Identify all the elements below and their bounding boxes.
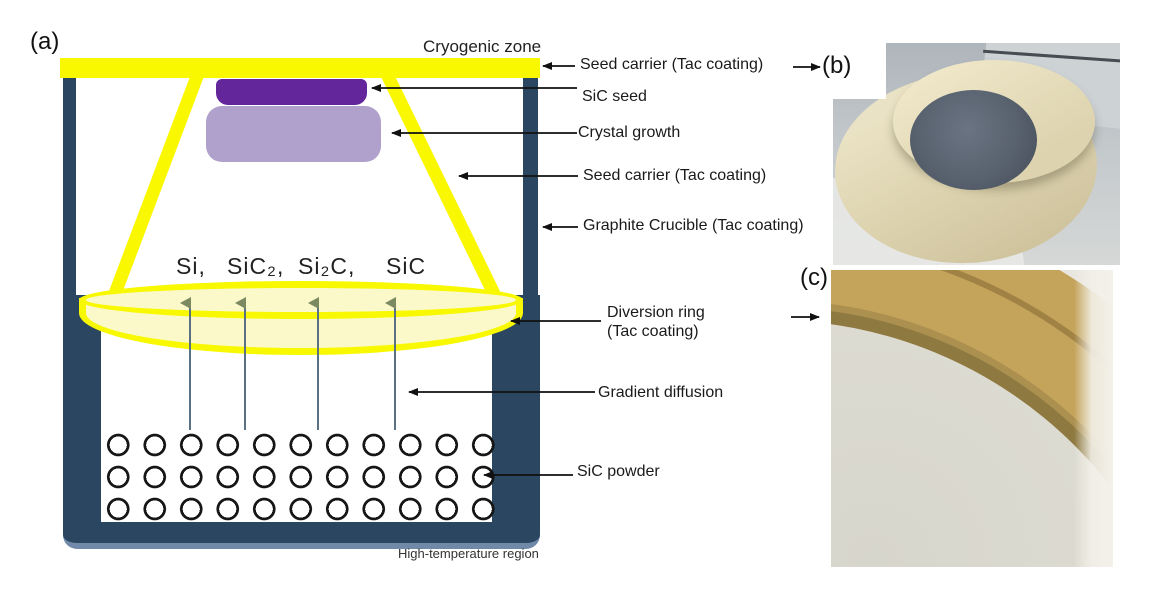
gas-label-sic: SiC	[386, 253, 427, 279]
annotation-seed-carrier-cone: Seed carrier (Tac coating)	[583, 167, 767, 184]
sic-powder-grid	[100, 429, 502, 525]
gas-label-si2c: Si₂C,	[298, 253, 356, 279]
annotation-sic-seed: SiC seed	[582, 88, 647, 105]
photo-b-label-backplate	[833, 43, 886, 99]
annotation-graphite-crucible: Graphite Crucible (Tac coating)	[583, 217, 804, 234]
sic-seed-disc	[216, 79, 367, 105]
annotation-sic-powder: SiC powder	[577, 463, 660, 480]
photo-seed-carrier	[833, 43, 1120, 265]
crystal-growth-disc	[206, 106, 381, 162]
panel-a-tag: (a)	[30, 28, 60, 55]
panel-c-tag: (c)	[800, 264, 828, 291]
annotation-gradient-diffusion: Gradient diffusion	[598, 384, 724, 401]
annotation-diversion-ring-line2: (Tac coating)	[607, 323, 699, 340]
panel-b-tag: (b)	[822, 52, 852, 79]
crucible-wall-left-lower	[63, 295, 101, 535]
annotation-diversion-ring-line1: Diversion ring	[607, 304, 705, 321]
photo-b-seed-window	[910, 90, 1037, 190]
diversion-ring-top-surface	[79, 281, 523, 319]
crucible-wall-right-upper	[523, 70, 538, 350]
annotation-crystal-growth: Crystal growth	[578, 124, 681, 141]
high-temperature-label: High-temperature region	[398, 546, 539, 561]
annotation-seed-carrier-top: Seed carrier (Tac coating)	[580, 56, 764, 73]
cryogenic-zone-label: Cryogenic zone	[423, 37, 542, 56]
annotation-diversion-ring: Diversion ring (Tac coating)	[607, 303, 705, 341]
photo-c-light-strip	[1074, 270, 1113, 567]
crucible-wall-left-upper	[63, 70, 76, 350]
photo-diversion-ring-closeup	[831, 270, 1113, 567]
gas-label-sic2: SiC₂,	[227, 253, 285, 279]
crucible-bottom	[63, 522, 540, 549]
seed-carrier-top-plate	[60, 58, 540, 78]
gas-label-si: Si,	[176, 253, 206, 279]
